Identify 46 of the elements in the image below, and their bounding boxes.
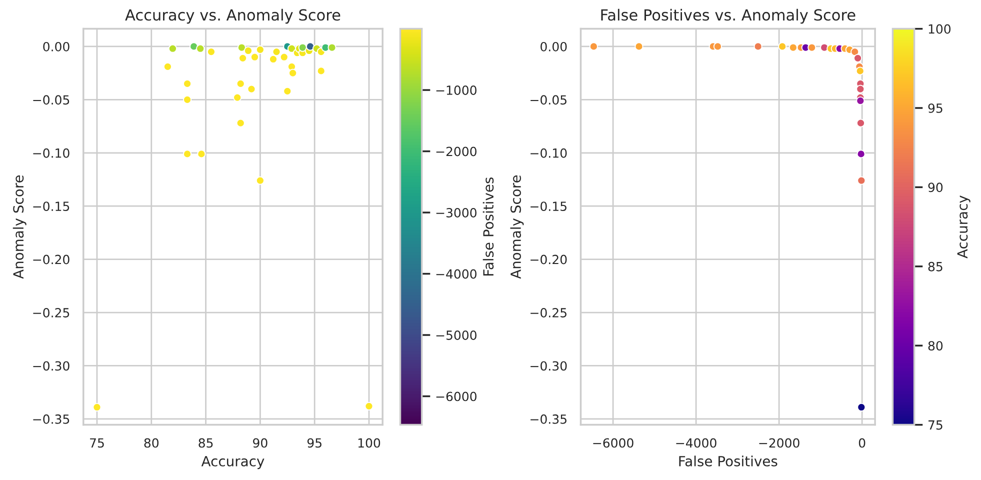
color-bar-label: 80 [928, 341, 943, 351]
color-bar-label: 95 [928, 103, 942, 113]
x-tick-label: 85 [198, 438, 213, 448]
y-tick-label: −0.30 [530, 361, 567, 371]
color-bar-title: False Positives [482, 177, 494, 276]
y-tick-label: −0.30 [33, 361, 70, 371]
y-axis-title: Anomaly Score [510, 175, 524, 279]
color-bar-label: −2000 [436, 146, 476, 156]
color-bar-label: −1000 [436, 86, 476, 95]
y-tick-label: −0.15 [530, 202, 566, 212]
chart-title: Accuracy vs. Anomaly Score [125, 8, 340, 24]
y-axis-title: Anomaly Score [12, 175, 26, 279]
y-tick-label: 0.00 [43, 42, 70, 52]
chart-title: False Positives vs. Anomaly Score [601, 8, 856, 24]
color-bar-label: 100 [928, 24, 951, 34]
y-tick-label: −0.15 [33, 202, 70, 212]
y-tick-label: −0.25 [530, 308, 566, 318]
y-tick-label: −0.10 [530, 148, 567, 158]
color-bar-label: −4000 [436, 269, 476, 279]
y-tick-label: −0.35 [33, 414, 70, 424]
x-tick-label: −4000 [676, 438, 716, 448]
x-tick-label: 0 [858, 438, 866, 448]
color-bar-label: −3000 [436, 208, 476, 218]
color-bar-title: Accuracy [957, 196, 970, 258]
x-tick-label: −2000 [759, 438, 800, 448]
y-tick-label: −0.10 [33, 148, 70, 158]
x-tick-label: 80 [144, 438, 159, 448]
x-axis-title: False Positives [679, 456, 778, 466]
y-tick-label: −0.25 [33, 308, 70, 318]
x-tick-label: 75 [90, 438, 104, 448]
x-tick-label: 95 [307, 438, 322, 448]
x-tick-label: −6000 [593, 438, 634, 448]
color-bar-label: 90 [928, 182, 943, 192]
y-tick-label: −0.05 [530, 95, 566, 105]
color-bar-label: 75 [928, 420, 942, 430]
x-axis-title: Accuracy [201, 456, 264, 470]
x-tick-label: 90 [253, 438, 268, 448]
color-bar-label: −6000 [436, 392, 476, 402]
x-tick-label: 100 [358, 438, 380, 448]
y-tick-label: −0.05 [33, 95, 70, 105]
color-bar-label: 85 [928, 262, 942, 272]
y-tick-label: −0.35 [530, 414, 566, 424]
color-bar-label: −5000 [436, 330, 476, 340]
y-tick-label: −0.20 [530, 254, 567, 264]
y-tick-label: 0.00 [540, 42, 567, 52]
y-tick-label: −0.20 [33, 254, 70, 264]
